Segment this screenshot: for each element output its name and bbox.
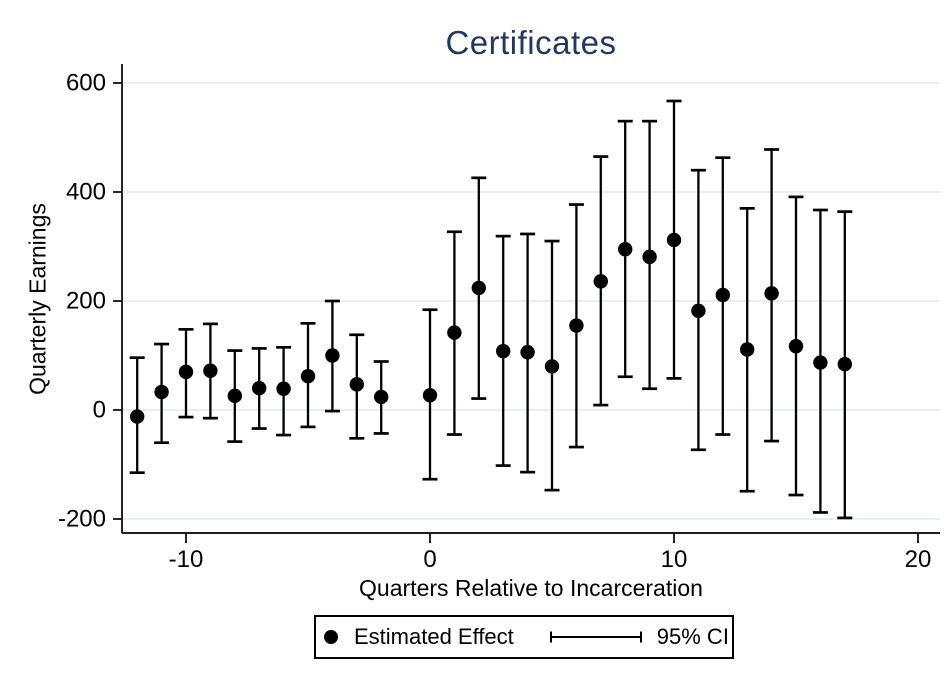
data-point	[374, 389, 389, 405]
data-point	[618, 242, 633, 257]
legend-ci-label: 95% CI	[656, 624, 729, 649]
legend: Estimated Effect 95% CI	[314, 615, 734, 659]
y-tick-label: 200	[66, 288, 106, 315]
data-point	[300, 369, 316, 384]
y-tick-label: 600	[66, 70, 106, 97]
data-point	[252, 381, 267, 396]
y-tick-label: 400	[66, 179, 106, 206]
data-point	[593, 274, 608, 289]
data-point	[569, 318, 584, 333]
y-tick-label: 0	[93, 397, 106, 424]
x-tick-label: 0	[423, 546, 436, 573]
data-point	[666, 232, 682, 248]
data-point	[715, 287, 730, 303]
legend-estimated-effect-label: Estimated Effect	[354, 624, 514, 649]
data-point	[740, 342, 755, 357]
data-point	[130, 409, 145, 424]
data-point	[788, 339, 804, 354]
x-tick-label: -10	[169, 546, 204, 573]
y-tick-label: -200	[58, 506, 106, 533]
data-point	[520, 345, 535, 360]
data-point	[764, 286, 779, 301]
data-point	[642, 249, 657, 265]
data-point	[471, 280, 486, 296]
data-point	[276, 381, 291, 396]
data-point	[447, 325, 462, 340]
data-point	[837, 357, 852, 372]
data-point	[691, 303, 706, 319]
x-tick-label: 20	[905, 546, 932, 573]
data-point	[544, 359, 560, 374]
data-point	[203, 363, 218, 378]
data-point	[227, 388, 242, 404]
chart-title: Certificates	[445, 24, 617, 61]
data-point	[325, 348, 340, 363]
data-point	[154, 384, 169, 400]
data-point	[178, 364, 194, 380]
x-tick-label: 10	[661, 546, 688, 573]
ci-error-bar-icon	[549, 631, 642, 643]
estimated-effect-dot-icon	[324, 630, 338, 644]
data-point	[496, 343, 511, 359]
x-axis-title: Quarters Relative to Incarceration	[359, 575, 703, 601]
data-point	[813, 355, 828, 370]
data-point	[349, 377, 364, 392]
y-axis-title: Quarterly Earnings	[24, 203, 51, 395]
data-point	[422, 388, 438, 403]
